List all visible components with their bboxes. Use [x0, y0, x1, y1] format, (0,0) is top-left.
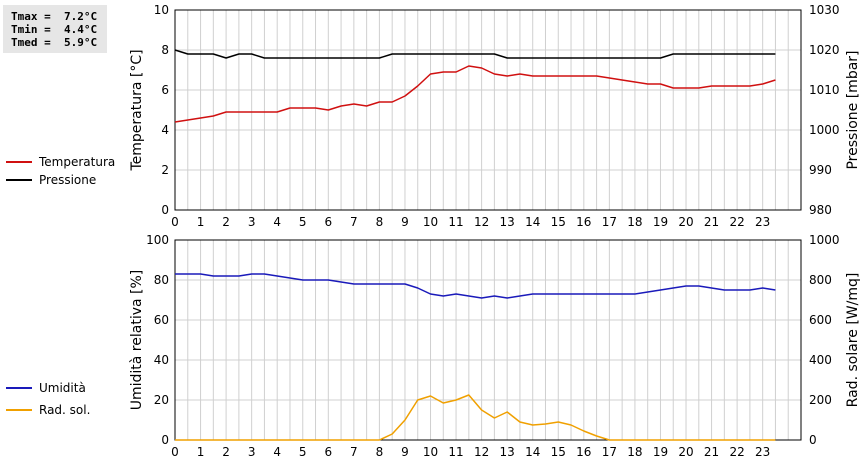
legend-radsol-label: Rad. sol. [39, 403, 91, 417]
tmed-text: Tmed = 5.9°C [11, 36, 98, 49]
y2-tick-label: 200 [809, 393, 832, 407]
x-tick-label: 9 [401, 215, 409, 229]
x-tick-label: 3 [248, 445, 256, 459]
x-tick-label: 12 [474, 215, 489, 229]
x-tick-label: 1 [197, 445, 205, 459]
y-tick-label: 0 [161, 203, 169, 217]
x-tick-label: 6 [324, 445, 332, 459]
legend-temperatura-label: Temperatura [39, 155, 116, 169]
legend-pressione-label: Pressione [39, 173, 97, 187]
x-tick-label: 18 [627, 445, 642, 459]
x-tick-label: 15 [551, 215, 566, 229]
x-tick-label: 7 [350, 445, 358, 459]
y-tick-label: 10 [154, 3, 169, 17]
stats-box: Tmax = 7.2°C Tmin = 4.4°C Tmed = 5.9°C [3, 5, 107, 53]
y-tick-label: 100 [146, 233, 169, 247]
y-tick-label: 80 [154, 273, 169, 287]
y-tick-label: 60 [154, 313, 169, 327]
legend-temperatura-swatch [6, 161, 32, 163]
series-line-1 [175, 394, 776, 441]
x-tick-label: 11 [448, 215, 463, 229]
x-tick-label: 17 [602, 215, 617, 229]
x-tick-label: 8 [376, 445, 384, 459]
plot-frame [174, 9, 802, 211]
x-tick-label: 22 [729, 445, 744, 459]
legend-pressione-swatch [6, 179, 32, 181]
x-tick-label: 2 [222, 215, 230, 229]
y2-axis-label: Rad. solare [W/mq] [845, 273, 860, 408]
y2-tick-label: 600 [809, 313, 832, 327]
x-tick-label: 4 [273, 445, 281, 459]
x-tick-label: 0 [171, 445, 179, 459]
y2-tick-label: 980 [809, 203, 832, 217]
tmin-text: Tmin = 4.4°C [11, 23, 98, 36]
y-tick-label: 20 [154, 393, 169, 407]
y-axis-label: Umidità relativa [%] [129, 270, 145, 411]
series-line-1 [174, 49, 776, 59]
x-tick-label: 19 [653, 215, 668, 229]
x-tick-label: 13 [500, 445, 515, 459]
y2-tick-label: 990 [809, 163, 832, 177]
y2-tick-label: 0 [809, 433, 817, 447]
x-tick-label: 23 [755, 215, 770, 229]
legend-radsol-swatch [6, 409, 32, 411]
x-tick-label: 5 [299, 215, 307, 229]
x-tick-label: 21 [704, 215, 719, 229]
y2-tick-label: 1010 [809, 83, 840, 97]
x-tick-label: 14 [525, 215, 540, 229]
x-tick-label: 10 [423, 215, 438, 229]
x-tick-label: 17 [602, 445, 617, 459]
x-tick-label: 20 [678, 445, 693, 459]
x-tick-label: 7 [350, 215, 358, 229]
y2-tick-label: 1030 [809, 3, 840, 17]
x-tick-label: 16 [576, 215, 591, 229]
x-tick-label: 8 [376, 215, 384, 229]
x-tick-label: 13 [500, 215, 515, 229]
x-tick-label: 11 [448, 445, 463, 459]
x-tick-label: 0 [171, 215, 179, 229]
series-line-0 [175, 273, 776, 299]
x-tick-label: 21 [704, 445, 719, 459]
y-axis-label: Temperatura [°C] [129, 49, 145, 171]
x-tick-label: 2 [222, 445, 230, 459]
x-tick-label: 14 [525, 445, 540, 459]
y-tick-label: 8 [161, 43, 169, 57]
x-tick-label: 19 [653, 445, 668, 459]
legend-umidita-swatch [6, 387, 32, 389]
y2-tick-label: 1000 [809, 123, 840, 137]
x-tick-label: 3 [248, 215, 256, 229]
y2-tick-label: 1020 [809, 43, 840, 57]
x-tick-label: 16 [576, 445, 591, 459]
x-tick-label: 20 [678, 215, 693, 229]
x-tick-label: 5 [299, 445, 307, 459]
y-tick-label: 2 [161, 163, 169, 177]
y-tick-label: 40 [154, 353, 169, 367]
x-tick-label: 22 [729, 215, 744, 229]
x-tick-label: 12 [474, 445, 489, 459]
y2-tick-label: 800 [809, 273, 832, 287]
y2-axis-label: Pressione [mbar] [845, 50, 860, 169]
x-tick-label: 10 [423, 445, 438, 459]
y2-tick-label: 400 [809, 353, 832, 367]
plot-frame [174, 239, 802, 441]
y-tick-label: 6 [161, 83, 169, 97]
x-tick-label: 9 [401, 445, 409, 459]
series-line-0 [174, 65, 776, 123]
x-tick-label: 6 [324, 215, 332, 229]
tmax-text: Tmax = 7.2°C [11, 10, 98, 23]
x-tick-label: 18 [627, 215, 642, 229]
legend-umidita-label: Umidità [39, 381, 86, 395]
y-tick-label: 4 [161, 123, 169, 137]
y2-tick-label: 1000 [809, 233, 840, 247]
x-tick-label: 23 [755, 445, 770, 459]
x-tick-label: 15 [551, 445, 566, 459]
y-tick-label: 0 [161, 433, 169, 447]
x-tick-label: 4 [273, 215, 281, 229]
x-tick-label: 1 [197, 215, 205, 229]
